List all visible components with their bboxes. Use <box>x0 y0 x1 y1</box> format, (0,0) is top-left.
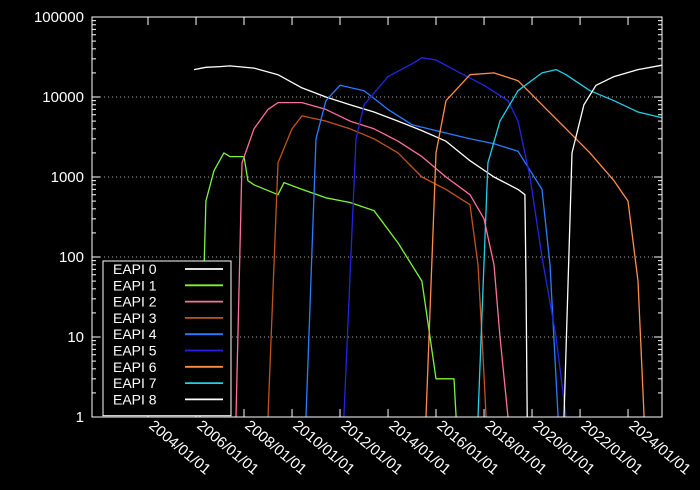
legend-label: EAPI 4 <box>113 326 157 342</box>
grid-lines <box>92 96 662 338</box>
legend-label: EAPI 1 <box>113 277 157 293</box>
legend-label: EAPI 0 <box>113 261 157 277</box>
y-tick-label: 10 <box>67 329 84 346</box>
legend-label: EAPI 8 <box>113 391 157 407</box>
legend-label: EAPI 5 <box>113 343 157 359</box>
series-line-eapi-0 <box>193 65 528 418</box>
series-line-eapi-3 <box>267 115 487 418</box>
y-tick-labels: 1 10 100 1000 10000 100000 <box>34 9 84 426</box>
legend-label: EAPI 2 <box>113 294 157 310</box>
y-tick-label: 1000 <box>51 169 84 186</box>
series-line-eapi-8 <box>563 64 663 418</box>
series-line-eapi-1 <box>199 152 457 418</box>
legend-label: EAPI 7 <box>113 375 157 391</box>
plot-frame <box>91 16 663 418</box>
y-tick-label: 100 <box>59 249 84 266</box>
series-line-eapi-2 <box>235 101 509 418</box>
y-tick-label: 10000 <box>42 89 84 106</box>
legend-label: EAPI 3 <box>113 310 157 326</box>
y-tick-label: 1 <box>76 409 84 426</box>
series-line-eapi-4 <box>305 84 559 418</box>
series-line-eapi-7 <box>477 68 663 418</box>
y-tick-label: 100000 <box>34 9 84 26</box>
series-line-eapi-6 <box>425 72 645 418</box>
series-line-eapi-5 <box>343 57 567 418</box>
legend-box <box>102 260 232 417</box>
legend-label: EAPI 6 <box>113 359 157 375</box>
series-lines <box>193 57 663 418</box>
